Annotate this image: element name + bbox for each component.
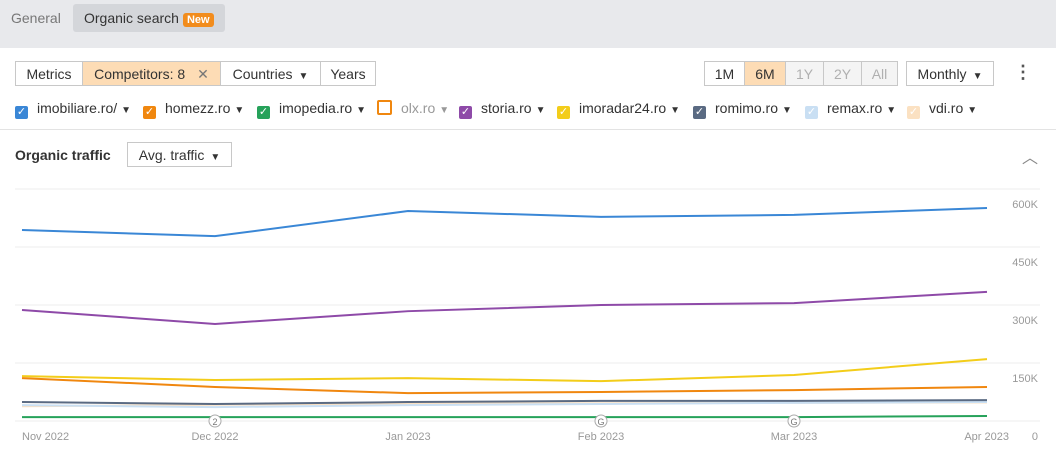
event-marker [208, 414, 222, 428]
series-line [21, 377, 988, 395]
checkbox[interactable]: ✓ [557, 106, 570, 119]
x-tick-label: Jan 2023 [385, 431, 430, 443]
y-tick-label: 450K [1012, 257, 1038, 269]
divider [0, 129, 1056, 130]
menu-icon[interactable]: ⋮ [1014, 62, 1032, 82]
x-tick-label: Mar 2023 [771, 431, 817, 443]
button[interactable]: Years [320, 61, 376, 86]
series-line [21, 401, 988, 409]
legend-label: imobiliare.ro/ [37, 100, 118, 116]
series-line [21, 399, 988, 405]
legend-item[interactable]: ✓ imobiliare.ro/▼ [15, 100, 132, 119]
legend-item[interactable]: ✓ romimo.ro ▼ [693, 100, 792, 119]
event-marker [594, 414, 608, 428]
button-label: 1Y [795, 66, 814, 82]
legend-item[interactable]: ✓ storia.ro ▼ [459, 100, 546, 119]
legend-label: remax.ro [827, 100, 883, 116]
period-button: 2Y [823, 61, 862, 86]
tab-bar: General Organic search New [0, 0, 1056, 48]
legend-label: imoradar24.ro [579, 100, 667, 116]
button-label: Countries [232, 66, 293, 82]
y-tick-label: 300K [1012, 315, 1038, 327]
tab-label: Organic search [84, 10, 179, 26]
legend-item[interactable]: ✓ vdi.ro ▼ [907, 100, 978, 119]
button-label: 6M [755, 66, 775, 82]
legend-label: imopedia.ro [279, 100, 353, 116]
checkbox[interactable]: ✓ [805, 106, 818, 119]
button-label: Years [330, 66, 366, 82]
x-tick-label: Nov 2022 [22, 431, 69, 443]
button-label: Monthly [917, 66, 967, 82]
event-marker [787, 414, 801, 428]
x-tick-label: Apr 2023 [964, 431, 1009, 443]
chart-title: Organic traffic [15, 147, 111, 163]
button-label: 2Y [833, 66, 852, 82]
legend-item[interactable]: ✓ imoradar24.ro ▼ [557, 100, 681, 119]
checkbox[interactable]: ✓ [693, 106, 706, 119]
legend-item[interactable]: ✓ imopedia.ro ▼ [257, 100, 367, 119]
series-line [22, 414, 988, 419]
x-tick-label: Feb 2023 [578, 431, 624, 443]
button-label: All [871, 66, 888, 82]
x-tick-label: Dec 2022 [191, 431, 238, 443]
event-marker-label: 2 [212, 417, 217, 427]
checkbox[interactable]: ✓ [15, 106, 28, 119]
checkbox[interactable]: ✓ [257, 106, 270, 119]
dropdown[interactable]: Monthly ▼ [906, 61, 994, 86]
button-label: Metrics [26, 66, 72, 82]
y-tick-label: 150K [1012, 373, 1038, 385]
series-line [21, 358, 988, 383]
checkbox[interactable]: ✓ [459, 106, 472, 119]
button[interactable]: Metrics [15, 61, 83, 86]
series-line [21, 206, 988, 238]
tab-label: General [11, 10, 61, 26]
dropdown[interactable]: Countries ▼ [220, 61, 321, 86]
legend-item[interactable]: ✓ remax.ro ▼ [805, 100, 897, 119]
checkbox[interactable] [377, 100, 392, 115]
badge: New [182, 13, 214, 27]
event-marker-label: G [597, 417, 604, 427]
period-button: All [861, 61, 898, 86]
legend-label: olx.ro [401, 100, 436, 116]
tab[interactable]: Organic search New [73, 4, 225, 32]
y-tick-label: 600K [1012, 199, 1038, 211]
legend-label: homezz.ro [165, 100, 231, 116]
button[interactable]: Competitors: 8 ✕ [82, 61, 221, 86]
checkbox[interactable]: ✓ [907, 106, 920, 119]
legend-item[interactable]: ✓ homezz.ro ▼ [143, 100, 245, 119]
legend-label: romimo.ro [715, 100, 779, 116]
button-label: 1M [714, 66, 735, 82]
checkbox[interactable]: ✓ [143, 106, 156, 119]
event-marker-label: G [790, 417, 797, 427]
button-label: Avg. traffic [138, 147, 205, 163]
legend-label: storia.ro [481, 100, 532, 116]
period-button: 1Y [785, 61, 824, 86]
collapse-icon[interactable]: ︿ [1022, 150, 1039, 167]
series-line [21, 290, 988, 325]
legend-item[interactable]: olx.ro ▼ [377, 99, 449, 117]
legend-label: vdi.ro [929, 100, 964, 116]
y-tick-label: 0 [1032, 431, 1038, 443]
tab[interactable]: General [0, 4, 72, 32]
dropdown[interactable]: Avg. traffic ▼ [127, 142, 232, 167]
button-label: Competitors: 8 [94, 66, 186, 82]
